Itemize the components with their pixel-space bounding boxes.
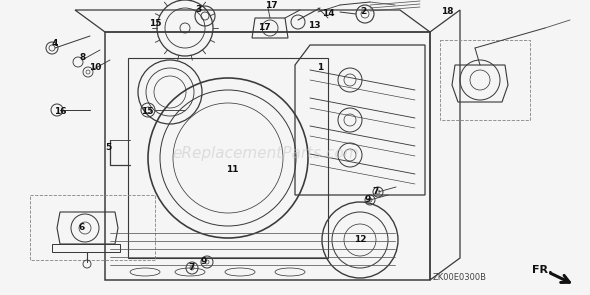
Text: 9: 9: [201, 258, 207, 266]
Text: 6: 6: [79, 224, 85, 232]
Text: 3: 3: [195, 6, 201, 14]
Text: 13: 13: [308, 22, 320, 30]
Text: FR.: FR.: [532, 265, 552, 275]
Text: 7: 7: [373, 188, 379, 196]
Text: eReplacementParts.com: eReplacementParts.com: [172, 146, 359, 161]
Text: 15: 15: [141, 107, 153, 117]
Text: 9: 9: [365, 196, 371, 204]
Text: 7: 7: [189, 263, 195, 273]
Text: ZK00E0300B: ZK00E0300B: [433, 273, 487, 283]
Text: 11: 11: [226, 165, 238, 175]
Text: 17: 17: [265, 1, 277, 9]
Text: 14: 14: [322, 9, 335, 19]
Text: 18: 18: [441, 7, 453, 17]
Text: 5: 5: [105, 143, 111, 153]
Text: 2: 2: [360, 7, 366, 17]
Text: 10: 10: [89, 63, 101, 73]
Text: 17: 17: [258, 24, 270, 32]
Text: 12: 12: [354, 235, 366, 245]
Text: 15: 15: [149, 19, 161, 29]
Text: 8: 8: [80, 53, 86, 63]
Text: 1: 1: [317, 63, 323, 73]
Text: 4: 4: [52, 40, 58, 48]
Text: 16: 16: [54, 107, 66, 117]
